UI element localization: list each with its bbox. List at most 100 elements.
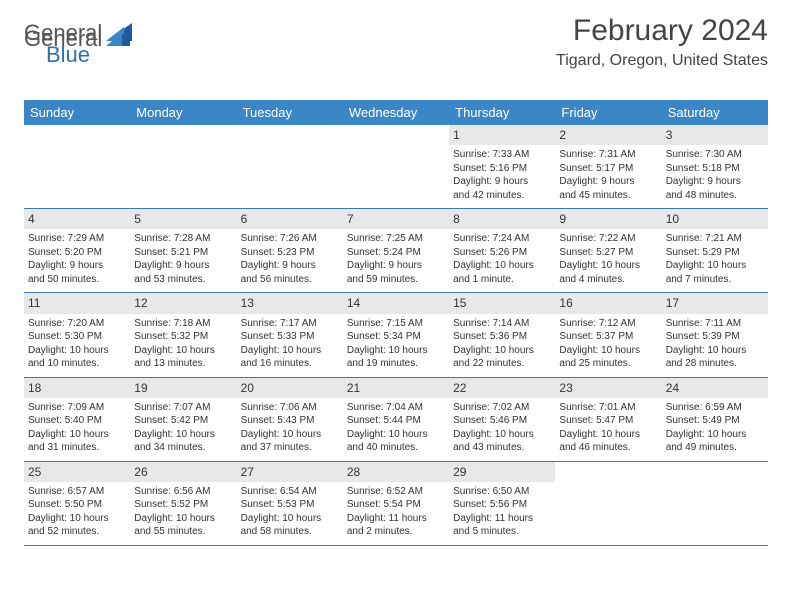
day-cell: 1Sunrise: 7:33 AMSunset: 5:16 PMDaylight… bbox=[449, 125, 555, 208]
daylight-line1: Daylight: 10 hours bbox=[559, 259, 657, 273]
daylight-line1: Daylight: 9 hours bbox=[347, 259, 445, 273]
day-cell: 3Sunrise: 7:30 AMSunset: 5:18 PMDaylight… bbox=[662, 125, 768, 208]
day-cell: 7Sunrise: 7:25 AMSunset: 5:24 PMDaylight… bbox=[343, 209, 449, 292]
day-cell: 17Sunrise: 7:11 AMSunset: 5:39 PMDayligh… bbox=[662, 293, 768, 376]
sunrise-line: Sunrise: 6:50 AM bbox=[453, 485, 551, 499]
week-row: 25Sunrise: 6:57 AMSunset: 5:50 PMDayligh… bbox=[24, 462, 768, 546]
daylight-line2: and 28 minutes. bbox=[666, 357, 764, 371]
daylight-line2: and 49 minutes. bbox=[666, 441, 764, 455]
daylight-line2: and 22 minutes. bbox=[453, 357, 551, 371]
day-header-fri: Friday bbox=[555, 100, 661, 125]
daylight-line1: Daylight: 10 hours bbox=[666, 344, 764, 358]
day-number: 29 bbox=[449, 462, 555, 482]
day-number: 5 bbox=[130, 209, 236, 229]
daylight-line2: and 40 minutes. bbox=[347, 441, 445, 455]
day-header-sat: Saturday bbox=[662, 100, 768, 125]
daylight-line2: and 4 minutes. bbox=[559, 273, 657, 287]
daylight-line1: Daylight: 9 hours bbox=[241, 259, 339, 273]
daylight-line1: Daylight: 10 hours bbox=[134, 428, 232, 442]
day-cell: 13Sunrise: 7:17 AMSunset: 5:33 PMDayligh… bbox=[237, 293, 343, 376]
daylight-line1: Daylight: 10 hours bbox=[241, 344, 339, 358]
daylight-line2: and 16 minutes. bbox=[241, 357, 339, 371]
logo-blue-text: Blue bbox=[46, 42, 90, 68]
daylight-line2: and 56 minutes. bbox=[241, 273, 339, 287]
sunrise-line: Sunrise: 7:28 AM bbox=[134, 232, 232, 246]
daylight-line1: Daylight: 9 hours bbox=[28, 259, 126, 273]
day-cell: 12Sunrise: 7:18 AMSunset: 5:32 PMDayligh… bbox=[130, 293, 236, 376]
day-cell bbox=[555, 462, 661, 545]
sunset-line: Sunset: 5:26 PM bbox=[453, 246, 551, 260]
day-cell: 20Sunrise: 7:06 AMSunset: 5:43 PMDayligh… bbox=[237, 378, 343, 461]
day-cell: 15Sunrise: 7:14 AMSunset: 5:36 PMDayligh… bbox=[449, 293, 555, 376]
daylight-line1: Daylight: 10 hours bbox=[134, 344, 232, 358]
sunset-line: Sunset: 5:47 PM bbox=[559, 414, 657, 428]
daylight-line1: Daylight: 10 hours bbox=[559, 344, 657, 358]
sunrise-line: Sunrise: 6:56 AM bbox=[134, 485, 232, 499]
sunrise-line: Sunrise: 7:15 AM bbox=[347, 317, 445, 331]
day-cell: 6Sunrise: 7:26 AMSunset: 5:23 PMDaylight… bbox=[237, 209, 343, 292]
daylight-line2: and 46 minutes. bbox=[559, 441, 657, 455]
daylight-line1: Daylight: 10 hours bbox=[666, 428, 764, 442]
daylight-line1: Daylight: 10 hours bbox=[453, 259, 551, 273]
sunset-line: Sunset: 5:39 PM bbox=[666, 330, 764, 344]
day-cell: 25Sunrise: 6:57 AMSunset: 5:50 PMDayligh… bbox=[24, 462, 130, 545]
sunrise-line: Sunrise: 7:17 AM bbox=[241, 317, 339, 331]
sunrise-line: Sunrise: 6:54 AM bbox=[241, 485, 339, 499]
daylight-line2: and 55 minutes. bbox=[134, 525, 232, 539]
daylight-line2: and 53 minutes. bbox=[134, 273, 232, 287]
title-block: February 2024 Tigard, Oregon, United Sta… bbox=[556, 14, 768, 70]
sunrise-line: Sunrise: 7:33 AM bbox=[453, 148, 551, 162]
daylight-line1: Daylight: 10 hours bbox=[453, 428, 551, 442]
sunrise-line: Sunrise: 7:31 AM bbox=[559, 148, 657, 162]
sunrise-line: Sunrise: 7:20 AM bbox=[28, 317, 126, 331]
day-number: 15 bbox=[449, 293, 555, 313]
sunrise-line: Sunrise: 7:21 AM bbox=[666, 232, 764, 246]
day-cell bbox=[662, 462, 768, 545]
sunrise-line: Sunrise: 7:01 AM bbox=[559, 401, 657, 415]
daylight-line2: and 31 minutes. bbox=[28, 441, 126, 455]
daylight-line2: and 59 minutes. bbox=[347, 273, 445, 287]
day-cell: 14Sunrise: 7:15 AMSunset: 5:34 PMDayligh… bbox=[343, 293, 449, 376]
day-cell: 11Sunrise: 7:20 AMSunset: 5:30 PMDayligh… bbox=[24, 293, 130, 376]
day-number: 12 bbox=[130, 293, 236, 313]
day-header-thu: Thursday bbox=[449, 100, 555, 125]
day-cell: 16Sunrise: 7:12 AMSunset: 5:37 PMDayligh… bbox=[555, 293, 661, 376]
sunset-line: Sunset: 5:36 PM bbox=[453, 330, 551, 344]
sunset-line: Sunset: 5:17 PM bbox=[559, 162, 657, 176]
daylight-line1: Daylight: 9 hours bbox=[666, 175, 764, 189]
week-row: 11Sunrise: 7:20 AMSunset: 5:30 PMDayligh… bbox=[24, 293, 768, 377]
sunrise-line: Sunrise: 7:09 AM bbox=[28, 401, 126, 415]
daylight-line1: Daylight: 10 hours bbox=[134, 512, 232, 526]
day-number: 4 bbox=[24, 209, 130, 229]
daylight-line1: Daylight: 11 hours bbox=[453, 512, 551, 526]
week-row: 4Sunrise: 7:29 AMSunset: 5:20 PMDaylight… bbox=[24, 209, 768, 293]
daylight-line1: Daylight: 10 hours bbox=[666, 259, 764, 273]
daylight-line2: and 13 minutes. bbox=[134, 357, 232, 371]
daylight-line1: Daylight: 9 hours bbox=[559, 175, 657, 189]
day-number: 9 bbox=[555, 209, 661, 229]
month-title: February 2024 bbox=[556, 14, 768, 48]
sunrise-line: Sunrise: 7:11 AM bbox=[666, 317, 764, 331]
day-cell bbox=[130, 125, 236, 208]
sunset-line: Sunset: 5:34 PM bbox=[347, 330, 445, 344]
sunrise-line: Sunrise: 6:59 AM bbox=[666, 401, 764, 415]
day-cell: 5Sunrise: 7:28 AMSunset: 5:21 PMDaylight… bbox=[130, 209, 236, 292]
day-number: 21 bbox=[343, 378, 449, 398]
day-cell: 29Sunrise: 6:50 AMSunset: 5:56 PMDayligh… bbox=[449, 462, 555, 545]
day-cell: 19Sunrise: 7:07 AMSunset: 5:42 PMDayligh… bbox=[130, 378, 236, 461]
day-number: 23 bbox=[555, 378, 661, 398]
day-number: 7 bbox=[343, 209, 449, 229]
day-number: 18 bbox=[24, 378, 130, 398]
sunset-line: Sunset: 5:21 PM bbox=[134, 246, 232, 260]
day-number: 16 bbox=[555, 293, 661, 313]
day-cell: 8Sunrise: 7:24 AMSunset: 5:26 PMDaylight… bbox=[449, 209, 555, 292]
logo-triangle-icon-2 bbox=[106, 28, 130, 51]
sunset-line: Sunset: 5:20 PM bbox=[28, 246, 126, 260]
calendar: Sunday Monday Tuesday Wednesday Thursday… bbox=[24, 100, 768, 546]
daylight-line1: Daylight: 10 hours bbox=[347, 428, 445, 442]
daylight-line2: and 19 minutes. bbox=[347, 357, 445, 371]
sunset-line: Sunset: 5:43 PM bbox=[241, 414, 339, 428]
logo-text-blue: Blue bbox=[46, 42, 90, 67]
day-cell: 26Sunrise: 6:56 AMSunset: 5:52 PMDayligh… bbox=[130, 462, 236, 545]
day-number: 10 bbox=[662, 209, 768, 229]
